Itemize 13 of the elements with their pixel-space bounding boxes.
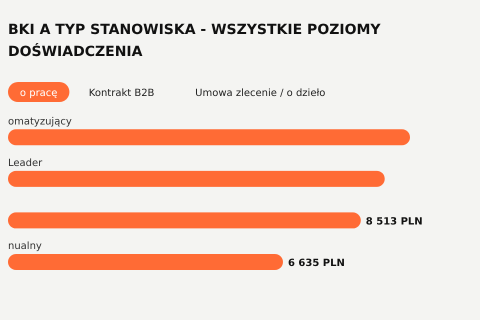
bar — [8, 254, 283, 270]
y-tick-label: omatyzujący — [8, 116, 72, 128]
data-label: 6 635 PLN — [288, 258, 345, 269]
y-tick-label: Leader — [8, 158, 44, 169]
bar — [8, 170, 385, 187]
data-label: 8 513 PLN — [366, 216, 423, 228]
text: Umowa zlecenie / o dzieło — [195, 88, 326, 99]
chart-title: BKI A TYP STANOWISKA - WSZYSTKIE POZIOMY DOŚWIADCZENIA — [8, 22, 382, 60]
text: Kontrakt B2B — [88, 88, 155, 99]
text: o pracę — [20, 88, 58, 99]
bar — [8, 129, 410, 146]
bar — [8, 212, 361, 228]
y-tick-label: nualny — [8, 241, 42, 252]
